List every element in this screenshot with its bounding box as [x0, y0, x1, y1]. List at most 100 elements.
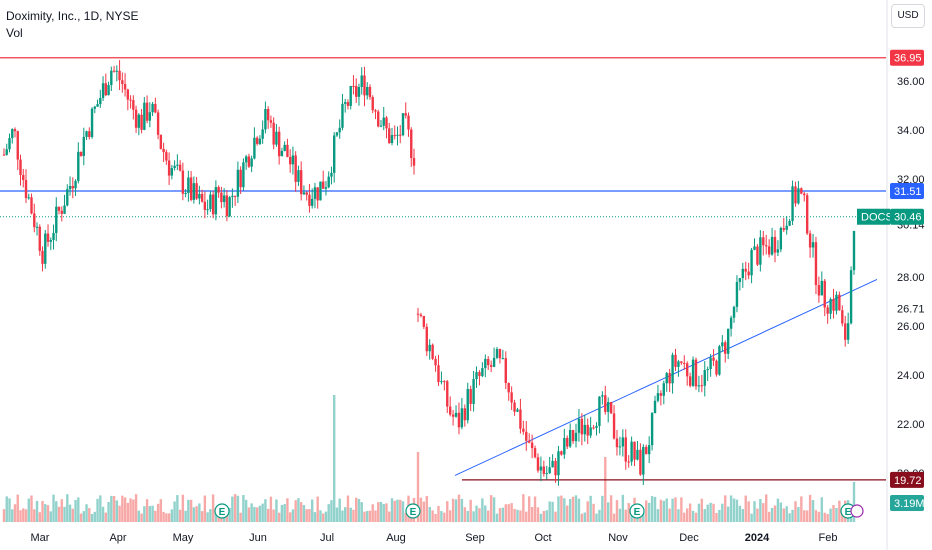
volume-bar [151, 505, 154, 522]
candle-body [823, 280, 826, 308]
candle-body [665, 373, 668, 384]
candle-body [388, 128, 391, 144]
volume-bar [79, 513, 83, 522]
volume-bar [773, 505, 777, 522]
candle-body [481, 368, 484, 377]
candle-body [542, 466, 546, 474]
volume-bar [700, 498, 704, 522]
volume-bar [735, 499, 739, 522]
candle-body [835, 294, 838, 311]
volume-bar [604, 457, 607, 522]
volume-bar [440, 511, 443, 522]
volume-bar [327, 504, 330, 522]
candle-body [321, 181, 325, 189]
candle-body [195, 183, 198, 199]
volume-bar [206, 512, 209, 522]
volume-bar [291, 509, 295, 522]
candle-body [393, 135, 396, 137]
price-tag-resistance: 36.95 [890, 49, 924, 66]
x-tick-label: Nov [608, 532, 628, 544]
candle-body [756, 246, 759, 265]
volume-bar [513, 508, 516, 522]
candle-body [656, 393, 660, 401]
volume-bar [385, 503, 388, 522]
candle-body [803, 193, 806, 196]
earnings-marker-label: E [219, 507, 226, 518]
volume-bar [346, 495, 350, 522]
candle-body [145, 102, 149, 121]
candle-body [724, 342, 727, 354]
volume-bar [349, 507, 352, 522]
volume-bar [738, 505, 742, 522]
candle-body [412, 158, 416, 166]
x-tick-label: Dec [679, 532, 699, 544]
candle-body [407, 115, 410, 130]
candle-body [630, 441, 633, 462]
volume-bar [388, 511, 391, 522]
volume-bar [779, 502, 783, 522]
candle-body [8, 138, 11, 150]
volume-bar [319, 510, 322, 522]
candle-body [563, 437, 566, 455]
candle-body [401, 113, 405, 136]
volume-bar [659, 499, 663, 522]
volume-bar [308, 509, 311, 522]
candle-body [759, 237, 762, 265]
candle-body [115, 70, 119, 72]
price-tag-box [890, 495, 924, 511]
volume-bar [253, 506, 256, 522]
candle-body [231, 195, 234, 198]
volume-bar [803, 510, 806, 522]
volume-bar [457, 494, 461, 522]
volume-bar [677, 509, 680, 522]
candle-body [826, 307, 829, 314]
candle-body [335, 132, 339, 136]
volume-bar [239, 512, 242, 522]
candle-body [99, 97, 102, 105]
candle-body [209, 194, 212, 210]
volume-bar [302, 505, 306, 522]
volume-bar [24, 509, 28, 522]
symbol-tag-label: DOCS [861, 212, 893, 224]
candle-body [198, 193, 201, 199]
candle-body [539, 466, 543, 471]
volume-bar [671, 498, 674, 522]
volume-bar [27, 498, 30, 522]
candle-body [101, 83, 105, 98]
candle-body [173, 165, 176, 169]
volume-bar [2, 509, 6, 522]
volume-bar [800, 496, 803, 522]
candle-body [162, 148, 165, 153]
currency-button[interactable]: USD [891, 4, 925, 28]
candle-body [601, 395, 604, 397]
candle-body [612, 413, 616, 439]
volume-bar [630, 512, 633, 522]
volume-bar [203, 495, 207, 522]
volume-bar [231, 496, 234, 522]
candle-body [277, 131, 281, 157]
candle-body [363, 75, 366, 96]
price-tag-box [890, 208, 924, 225]
candle-body [156, 112, 160, 135]
candle-body [545, 473, 548, 475]
candle-body [344, 102, 347, 104]
candle-body [220, 192, 223, 203]
candle-body [184, 192, 187, 194]
earnings-marker-label: E [634, 507, 641, 518]
candle-body [677, 361, 680, 367]
candle-body [316, 187, 319, 201]
volume-bar [805, 510, 809, 522]
candle-body [129, 99, 132, 101]
volume-bar [621, 494, 625, 522]
candle-body [607, 402, 610, 412]
candle-body [49, 240, 52, 242]
candle-body [178, 164, 182, 171]
volume-bar [583, 512, 586, 522]
volume-bar [137, 510, 141, 522]
candle-body [463, 408, 467, 421]
candle-body [568, 430, 572, 447]
volume-bar [495, 513, 499, 522]
candle-body [41, 250, 44, 264]
candle-body [396, 134, 399, 136]
